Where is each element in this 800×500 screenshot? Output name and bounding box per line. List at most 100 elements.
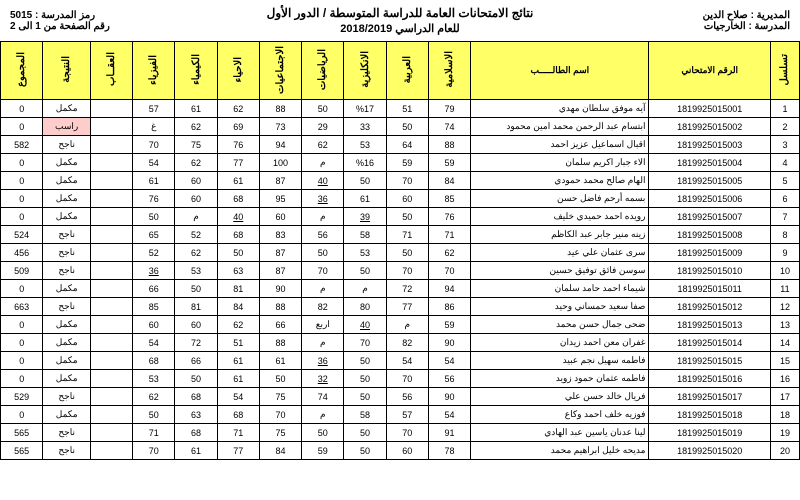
- data-cell: 36: [133, 262, 175, 280]
- data-cell: 63: [217, 262, 259, 280]
- data-cell: 1819925015014: [649, 334, 771, 352]
- data-cell: 52: [133, 244, 175, 262]
- table-row: 141819925015014غفران معن احمد زيدان90827…: [1, 334, 800, 352]
- data-cell: ناجح: [43, 262, 91, 280]
- data-cell: 61: [217, 172, 259, 190]
- data-cell: 6: [770, 190, 799, 208]
- data-cell: 62: [133, 388, 175, 406]
- data-cell: 70: [386, 424, 428, 442]
- data-cell: 0: [1, 100, 43, 118]
- data-cell: 50: [344, 388, 386, 406]
- data-cell: 57: [386, 406, 428, 424]
- data-cell: 66: [133, 280, 175, 298]
- col-penalty: العقــاب: [106, 52, 117, 86]
- data-cell: 14: [770, 334, 799, 352]
- data-cell: 68: [217, 406, 259, 424]
- data-cell: 84: [428, 172, 470, 190]
- data-cell: 61: [175, 442, 217, 460]
- table-row: 191819925015019لينا عدنان ياسين عبد الها…: [1, 424, 800, 442]
- col-exam: الرقم الامتحاني: [649, 42, 771, 100]
- data-cell: 15: [770, 352, 799, 370]
- table-row: 91819925015009سرى عثمان علي عيد625053508…: [1, 244, 800, 262]
- data-cell: 53: [344, 244, 386, 262]
- data-cell: 1: [770, 100, 799, 118]
- data-cell: 1819925015003: [649, 136, 771, 154]
- data-cell: 39: [344, 208, 386, 226]
- data-cell: 88: [259, 298, 301, 316]
- data-cell: 86: [428, 298, 470, 316]
- data-cell: [90, 388, 132, 406]
- data-cell: 65: [133, 226, 175, 244]
- data-cell: 0: [1, 334, 43, 352]
- data-cell: 59: [386, 154, 428, 172]
- data-cell: [90, 208, 132, 226]
- data-cell: 61: [259, 352, 301, 370]
- data-cell: 60: [259, 208, 301, 226]
- data-cell: 7: [770, 208, 799, 226]
- data-cell: 0: [1, 352, 43, 370]
- name-cell: اقبال اسماعيل عزيز احمد: [471, 136, 649, 154]
- data-cell: 0: [1, 118, 43, 136]
- data-cell: 74: [302, 388, 344, 406]
- data-cell: [90, 298, 132, 316]
- data-cell: 61: [133, 172, 175, 190]
- data-cell: 70: [302, 262, 344, 280]
- data-cell: 50: [386, 118, 428, 136]
- data-cell: 77: [217, 154, 259, 172]
- data-cell: 73: [259, 118, 301, 136]
- data-cell: 59: [428, 316, 470, 334]
- data-cell: 56: [302, 226, 344, 244]
- data-cell: 2: [770, 118, 799, 136]
- data-cell: 76: [217, 136, 259, 154]
- data-cell: م: [386, 316, 428, 334]
- data-cell: 77: [217, 442, 259, 460]
- data-cell: [90, 244, 132, 262]
- data-cell: 33: [344, 118, 386, 136]
- table-row: 131819925015013ضحى جمال حسن محمد59م40ارب…: [1, 316, 800, 334]
- data-cell: ناجح: [43, 388, 91, 406]
- data-cell: 82: [386, 334, 428, 352]
- data-cell: مكمل: [43, 280, 91, 298]
- data-cell: مكمل: [43, 172, 91, 190]
- data-cell: مكمل: [43, 208, 91, 226]
- data-cell: 56: [386, 388, 428, 406]
- table-row: 101819925015010سوسن فائق توفيق حسين70705…: [1, 262, 800, 280]
- data-cell: 88: [259, 100, 301, 118]
- data-cell: 1819925015010: [649, 262, 771, 280]
- data-cell: 0: [1, 190, 43, 208]
- data-cell: 62: [302, 136, 344, 154]
- data-cell: 18: [770, 406, 799, 424]
- data-cell: 61: [344, 190, 386, 208]
- results-table: تسلسل الرقم الامتحاني اسم الطالـــــب ال…: [0, 41, 800, 460]
- table-row: 201819925015020مديحه خليل ابراهيم محمد78…: [1, 442, 800, 460]
- data-cell: 90: [259, 280, 301, 298]
- table-row: 61819925015006بسمه أرحم فاضل حسن85606136…: [1, 190, 800, 208]
- data-cell: [90, 352, 132, 370]
- data-cell: 90: [428, 334, 470, 352]
- name-cell: زينه منير جابر عبد الكاظم: [471, 226, 649, 244]
- data-cell: 50: [344, 352, 386, 370]
- data-cell: 36: [302, 352, 344, 370]
- data-cell: 50: [175, 280, 217, 298]
- data-cell: 69: [217, 118, 259, 136]
- data-cell: 19: [770, 424, 799, 442]
- name-cell: آيه موفق سلطان مهدي: [471, 100, 649, 118]
- data-cell: [90, 370, 132, 388]
- data-cell: ناجح: [43, 442, 91, 460]
- data-cell: 60: [133, 316, 175, 334]
- data-cell: %17: [344, 100, 386, 118]
- data-cell: [90, 262, 132, 280]
- data-cell: 62: [428, 244, 470, 262]
- data-cell: 61: [175, 100, 217, 118]
- data-cell: اربع: [302, 316, 344, 334]
- data-cell: 50: [344, 172, 386, 190]
- data-cell: 63: [175, 406, 217, 424]
- data-cell: ناجح: [43, 424, 91, 442]
- data-cell: 0: [1, 316, 43, 334]
- data-cell: 60: [386, 190, 428, 208]
- name-cell: لينا عدنان ياسين عبد الهادي: [471, 424, 649, 442]
- data-cell: م: [302, 208, 344, 226]
- table-row: 161819925015016فاطمه عثمان حمود زويد5670…: [1, 370, 800, 388]
- data-cell: مكمل: [43, 370, 91, 388]
- data-cell: 59: [428, 154, 470, 172]
